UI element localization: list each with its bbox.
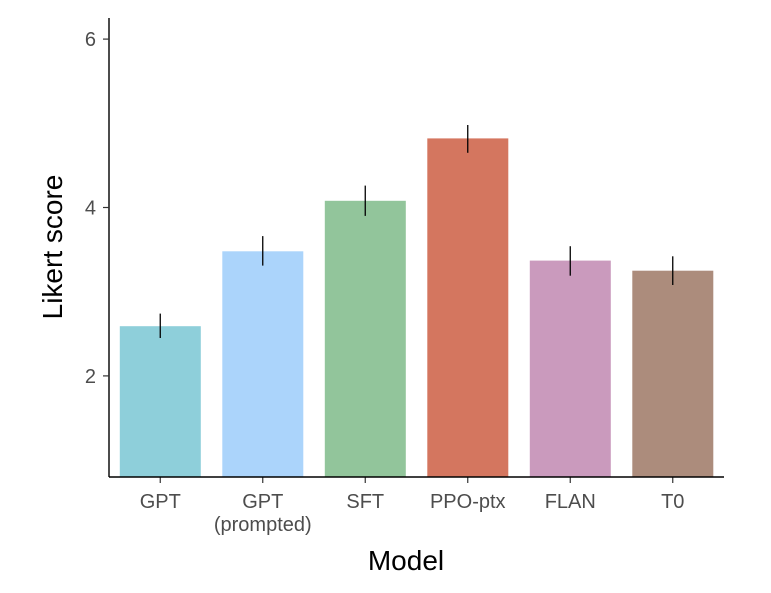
x-tick-label-3: PPO-ptx — [430, 491, 506, 513]
bar-1 — [222, 251, 304, 477]
bar-0 — [119, 326, 201, 477]
bar-3 — [427, 138, 509, 477]
x-tick-label-2: SFT — [346, 491, 384, 513]
bar-4 — [529, 260, 611, 477]
y-axis-title: Likert score — [37, 175, 68, 320]
bar-5 — [632, 270, 714, 477]
error-bars-layer — [159, 125, 674, 338]
x-tick-label-4: FLAN — [545, 491, 596, 513]
x-axis-title: Model — [368, 545, 444, 576]
bars-layer — [119, 138, 714, 478]
x-tick-label-5: T0 — [661, 491, 684, 513]
x-tick-label-0: GPT — [140, 491, 181, 513]
y-tick-label-0: 2 — [85, 366, 96, 388]
axes-layer — [103, 18, 724, 483]
x-tick-label-1: GPT — [242, 491, 283, 513]
y-tick-label-2: 6 — [85, 29, 96, 51]
y-tick-label-1: 4 — [85, 198, 96, 220]
bar-2 — [324, 200, 406, 478]
x-tick-label-1-line2: (prompted) — [214, 514, 312, 536]
